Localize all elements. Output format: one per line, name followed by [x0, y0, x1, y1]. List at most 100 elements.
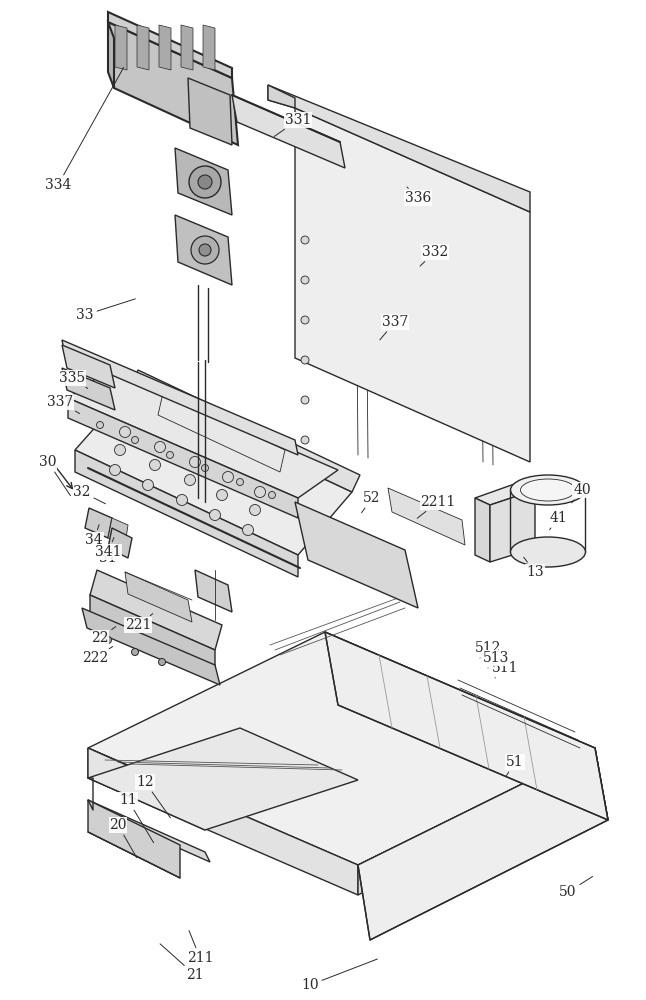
Circle shape [149, 460, 160, 471]
Polygon shape [115, 25, 127, 70]
Circle shape [301, 436, 309, 444]
Circle shape [132, 436, 138, 444]
Circle shape [167, 452, 174, 458]
Text: 34: 34 [85, 525, 103, 547]
Polygon shape [295, 502, 418, 608]
Text: 221: 221 [125, 614, 153, 632]
Polygon shape [137, 25, 149, 70]
Polygon shape [88, 748, 205, 830]
Circle shape [114, 444, 125, 456]
Polygon shape [195, 570, 232, 612]
Polygon shape [75, 388, 352, 555]
Polygon shape [130, 370, 360, 492]
Polygon shape [325, 632, 608, 820]
Circle shape [301, 356, 309, 364]
Text: 52: 52 [362, 491, 380, 513]
Polygon shape [90, 595, 215, 670]
Circle shape [110, 464, 121, 476]
Text: 13: 13 [524, 557, 544, 579]
Text: 341: 341 [95, 538, 121, 559]
Polygon shape [88, 800, 180, 878]
Polygon shape [158, 393, 285, 472]
Polygon shape [108, 22, 238, 145]
Circle shape [209, 510, 220, 520]
Text: 20: 20 [109, 818, 136, 858]
Polygon shape [175, 215, 232, 285]
Text: 512: 512 [475, 641, 501, 658]
Text: 41: 41 [549, 511, 567, 530]
Polygon shape [62, 368, 115, 410]
Text: 336: 336 [405, 187, 431, 205]
Polygon shape [108, 518, 128, 545]
Circle shape [249, 504, 260, 516]
Polygon shape [358, 748, 595, 895]
Text: 22: 22 [91, 627, 116, 645]
Text: 331: 331 [275, 113, 311, 136]
Circle shape [189, 456, 200, 468]
Ellipse shape [510, 475, 585, 505]
Polygon shape [268, 85, 295, 108]
Polygon shape [188, 78, 232, 145]
Text: 32: 32 [73, 485, 105, 504]
Polygon shape [68, 398, 298, 518]
Polygon shape [88, 748, 358, 895]
Text: 11: 11 [119, 793, 154, 843]
Circle shape [198, 175, 212, 189]
Polygon shape [62, 340, 298, 455]
Circle shape [301, 276, 309, 284]
Polygon shape [75, 450, 298, 577]
Text: 511: 511 [492, 661, 518, 678]
Circle shape [96, 422, 103, 428]
Polygon shape [68, 370, 338, 498]
Text: 21: 21 [160, 944, 203, 982]
Polygon shape [85, 508, 112, 538]
Text: 30: 30 [39, 455, 70, 496]
Polygon shape [388, 488, 465, 545]
Circle shape [105, 637, 112, 644]
Text: 337: 337 [47, 395, 79, 414]
Polygon shape [358, 748, 608, 940]
Text: 337: 337 [380, 315, 408, 340]
Text: 211: 211 [187, 931, 213, 965]
Circle shape [242, 524, 253, 536]
Circle shape [158, 658, 165, 666]
Polygon shape [125, 572, 192, 622]
Polygon shape [203, 25, 215, 70]
Text: 332: 332 [420, 245, 448, 266]
Polygon shape [175, 148, 232, 215]
Circle shape [301, 396, 309, 404]
Text: 10: 10 [301, 959, 377, 992]
Polygon shape [475, 482, 535, 505]
Circle shape [202, 464, 209, 472]
Circle shape [154, 442, 165, 452]
Polygon shape [88, 800, 210, 862]
Circle shape [189, 166, 221, 198]
Circle shape [255, 487, 266, 497]
Polygon shape [159, 25, 171, 70]
Text: 513: 513 [483, 651, 509, 668]
Circle shape [185, 475, 196, 486]
Polygon shape [88, 632, 595, 865]
Polygon shape [268, 85, 530, 212]
Text: 222: 222 [82, 647, 112, 665]
Circle shape [199, 244, 211, 256]
Ellipse shape [510, 537, 585, 567]
Text: 334: 334 [45, 67, 123, 192]
Polygon shape [108, 12, 232, 78]
Circle shape [120, 426, 130, 438]
Polygon shape [88, 728, 358, 830]
Circle shape [222, 472, 233, 483]
Text: 12: 12 [136, 775, 171, 818]
Polygon shape [490, 490, 535, 562]
Circle shape [301, 316, 309, 324]
Polygon shape [90, 570, 222, 650]
Circle shape [301, 236, 309, 244]
Circle shape [176, 494, 187, 506]
Polygon shape [475, 498, 490, 562]
Text: 335: 335 [59, 371, 88, 388]
Circle shape [191, 236, 219, 264]
Text: 2211: 2211 [417, 495, 455, 518]
Text: 33: 33 [76, 299, 136, 322]
Circle shape [269, 491, 275, 498]
Circle shape [143, 480, 154, 490]
